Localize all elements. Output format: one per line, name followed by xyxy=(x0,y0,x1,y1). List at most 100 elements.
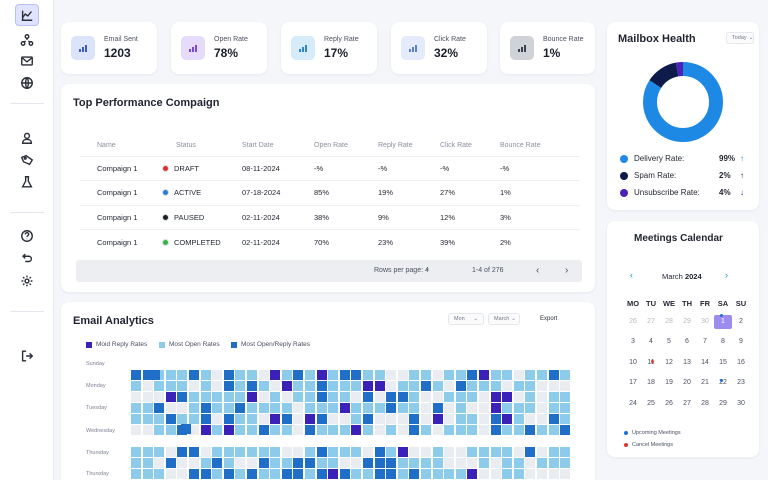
chevron-left-icon[interactable]: ‹ xyxy=(536,265,540,276)
heatmap-cell xyxy=(258,469,269,479)
calendar-month: March xyxy=(662,272,683,281)
column-header[interactable]: Status xyxy=(176,142,196,150)
heatmap-cell xyxy=(339,403,350,413)
calendar-day[interactable]: 27 xyxy=(647,318,655,325)
calendar-day[interactable]: 22 xyxy=(719,379,727,386)
heatmap-cell xyxy=(177,469,188,479)
calendar-day[interactable]: 2 xyxy=(739,318,743,325)
settings-icon[interactable] xyxy=(15,270,39,292)
calendar-day[interactable]: 21 xyxy=(701,379,709,386)
kpi-card-reply-rate[interactable]: Reply Rate 17% xyxy=(281,22,377,74)
calendar-day[interactable]: 7 xyxy=(703,338,707,345)
heatmap-cell xyxy=(142,414,153,424)
column-header[interactable]: Click Rate xyxy=(440,142,472,150)
heatmap-cell xyxy=(432,370,443,380)
calendar-day[interactable]: 13 xyxy=(683,359,691,366)
calendar-day[interactable]: 28 xyxy=(665,318,673,325)
calendar-day[interactable]: 29 xyxy=(719,400,727,407)
column-header[interactable]: Name xyxy=(97,142,116,150)
calendar-day[interactable]: 30 xyxy=(701,318,709,325)
mail-icon[interactable] xyxy=(15,50,39,72)
calendar-day[interactable]: 11 xyxy=(642,356,660,370)
calendar-day[interactable]: 26 xyxy=(629,318,637,325)
heatmap-cell xyxy=(131,447,141,457)
chevron-left-icon[interactable]: ‹ xyxy=(630,270,633,280)
kpi-card-bounce-rate[interactable]: Bounce Rate 1% xyxy=(500,22,595,74)
tag-icon[interactable] xyxy=(15,149,39,171)
heatmap-cell xyxy=(479,425,489,435)
calendar-day[interactable]: 9 xyxy=(739,338,743,345)
calendar-day[interactable]: 16 xyxy=(737,359,745,366)
calendar-day[interactable]: 5 xyxy=(667,338,671,345)
month-filter-dropdown[interactable]: March ⌄ xyxy=(488,313,520,325)
heatmap-cell xyxy=(397,469,408,479)
globe-icon[interactable] xyxy=(15,72,39,94)
kpi-value: 32% xyxy=(434,46,459,60)
table-row[interactable]: Compaign 1 COMPLETED 02-11-2024 70% 23% 39% 2% xyxy=(80,229,580,254)
calendar-day[interactable]: 29 xyxy=(683,318,691,325)
calendar-day[interactable]: 19 xyxy=(665,379,673,386)
calendar-day[interactable]: 4 xyxy=(649,338,653,345)
calendar-day[interactable]: 25 xyxy=(647,400,655,407)
calendar-day[interactable]: 30 xyxy=(737,400,745,407)
heatmap-cell xyxy=(432,469,443,479)
calendar-day[interactable]: 10 xyxy=(629,359,637,366)
calendar-day[interactable]: 24 xyxy=(629,400,637,407)
campaign-name-cell: Compaign 1 xyxy=(80,180,162,205)
column-header[interactable]: Bounce Rate xyxy=(500,142,541,150)
table-row[interactable]: Compaign 1 PAUSED 02-11-2024 38% 9% 12% 3% xyxy=(80,204,580,230)
heatmap-cell xyxy=(455,392,466,402)
heatmap-cell xyxy=(351,458,362,468)
mailbox-title: Mailbox Health xyxy=(618,33,696,45)
logout-icon[interactable] xyxy=(15,345,39,367)
column-header[interactable]: Reply Rate xyxy=(378,142,413,150)
chart-icon[interactable] xyxy=(15,4,39,26)
network-icon[interactable] xyxy=(15,29,39,51)
kpi-card-open-rate[interactable]: Open Rate 78% xyxy=(171,22,267,74)
calendar-day[interactable]: 20 xyxy=(683,379,691,386)
kpi-card-click-rate[interactable]: Click Rate 32% xyxy=(391,22,487,74)
calendar-day[interactable]: 12 xyxy=(665,359,673,366)
heatmap-cell xyxy=(316,469,327,479)
heatmap-cell xyxy=(409,425,420,435)
kpi-card-email-sent[interactable]: Email Sent 1203 xyxy=(61,22,157,74)
heatmap-cell xyxy=(560,370,571,380)
heatmap-cell xyxy=(455,403,466,413)
heatmap-cell xyxy=(467,403,478,413)
calendar-day[interactable]: 8 xyxy=(721,338,725,345)
calendar-day[interactable]: 23 xyxy=(737,379,745,386)
column-header[interactable]: Open Rate xyxy=(314,142,348,150)
calendar-day[interactable]: 18 xyxy=(647,379,655,386)
flask-icon[interactable] xyxy=(15,171,39,193)
heatmap-cell xyxy=(235,425,246,435)
rows-per-page-select[interactable]: Rows per page: 4 xyxy=(374,267,429,274)
calendar-day[interactable]: 3 xyxy=(631,338,635,345)
calendar-day[interactable]: 6 xyxy=(685,338,689,345)
column-header[interactable]: Start Date xyxy=(242,142,274,150)
user-icon[interactable] xyxy=(15,127,39,149)
calendar-day[interactable]: 27 xyxy=(683,400,691,407)
heatmap-cell xyxy=(154,392,165,402)
bounce-rate: 1% xyxy=(500,188,511,198)
calendar-day[interactable]: 28 xyxy=(701,400,709,407)
table-row[interactable]: Compaign 1 ACTIVE 07-18-2024 85% 19% 27% 1% xyxy=(80,180,580,205)
calendar-day[interactable]: 1 xyxy=(714,315,732,329)
calendar-day[interactable]: 26 xyxy=(665,400,673,407)
mailbox-filter-dropdown[interactable]: Today ⌄ xyxy=(726,32,754,44)
heatmap-cell xyxy=(339,425,350,435)
heatmap-cell xyxy=(537,458,547,468)
legend-swatch xyxy=(86,341,92,348)
day-filter-dropdown[interactable]: Mon ⌄ xyxy=(448,313,484,325)
chevron-right-icon[interactable]: › xyxy=(565,265,569,276)
calendar-day[interactable]: 15 xyxy=(719,359,727,366)
chevron-down-icon[interactable]: ⌄ xyxy=(425,266,431,272)
chevron-right-icon[interactable]: › xyxy=(725,270,728,280)
export-button[interactable]: Export xyxy=(540,316,558,322)
heatmap-cell xyxy=(200,425,211,435)
calendar-day[interactable]: 14 xyxy=(701,359,709,366)
calendar-day[interactable]: 17 xyxy=(629,379,637,386)
heatmap-cell xyxy=(281,458,292,468)
undo-icon[interactable] xyxy=(15,247,39,269)
table-row[interactable]: Compaign 1 DRAFT 08-11-2024 -% -% -% -% xyxy=(80,155,580,181)
help-icon[interactable] xyxy=(15,225,39,247)
